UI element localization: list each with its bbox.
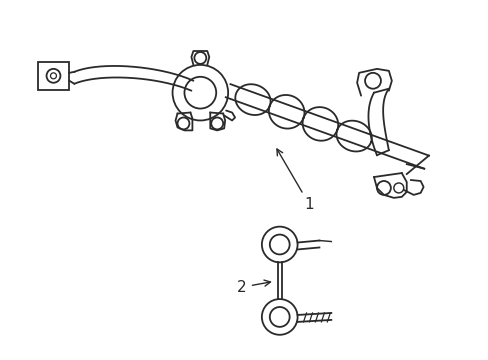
Bar [38, 62, 69, 90]
Text: 1: 1 [276, 149, 314, 212]
Text: 2: 2 [237, 280, 270, 295]
